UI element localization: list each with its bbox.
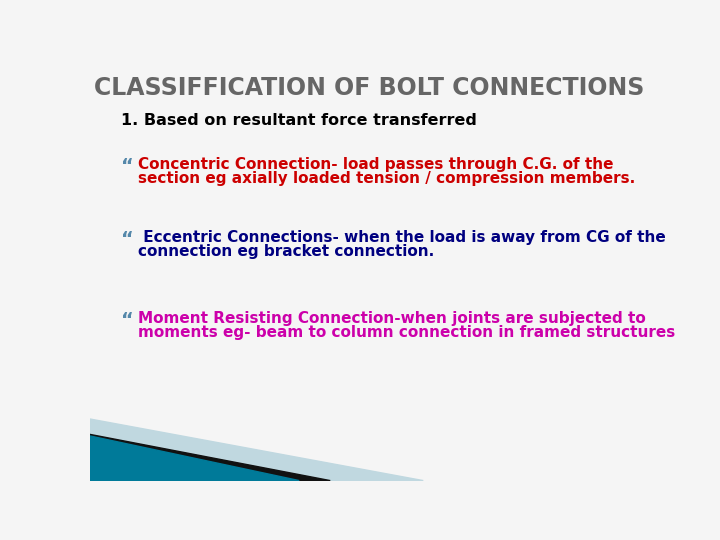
Polygon shape [90,419,423,481]
Text: “: “ [121,231,134,249]
Text: “: “ [121,157,134,176]
Text: “: “ [121,311,134,330]
Text: moments eg- beam to column connection in framed structures: moments eg- beam to column connection in… [138,325,675,340]
Polygon shape [90,434,330,481]
Text: CLASSIFFICATION OF BOLT CONNECTIONS: CLASSIFFICATION OF BOLT CONNECTIONS [94,76,644,100]
Text: Eccentric Connections- when the load is away from CG of the: Eccentric Connections- when the load is … [138,231,666,245]
Text: Moment Resisting Connection-when joints are subjected to: Moment Resisting Connection-when joints … [138,311,646,326]
Polygon shape [90,436,300,481]
Text: Concentric Connection- load passes through C.G. of the: Concentric Connection- load passes throu… [138,157,613,172]
Text: connection eg bracket connection.: connection eg bracket connection. [138,244,434,259]
Text: section eg axially loaded tension / compression members.: section eg axially loaded tension / comp… [138,171,635,186]
Text: 1. Based on resultant force transferred: 1. Based on resultant force transferred [121,113,477,128]
